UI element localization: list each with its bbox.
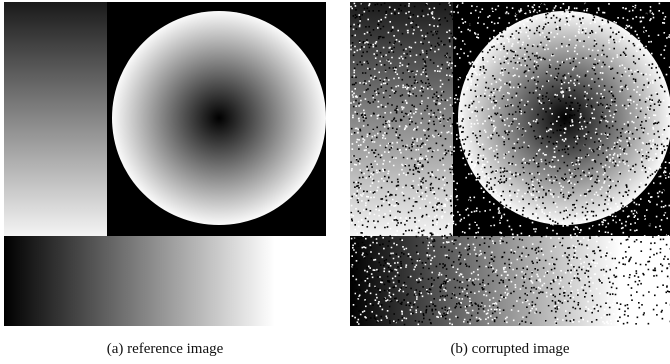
figure: (a) reference image (b) corrupted image [0, 0, 670, 364]
caption: (a) reference image [107, 341, 224, 357]
caption: (b) corrupted image [450, 341, 569, 357]
reference-image [4, 2, 326, 326]
page: (a) reference image (b) corrupted image … [0, 0, 670, 364]
